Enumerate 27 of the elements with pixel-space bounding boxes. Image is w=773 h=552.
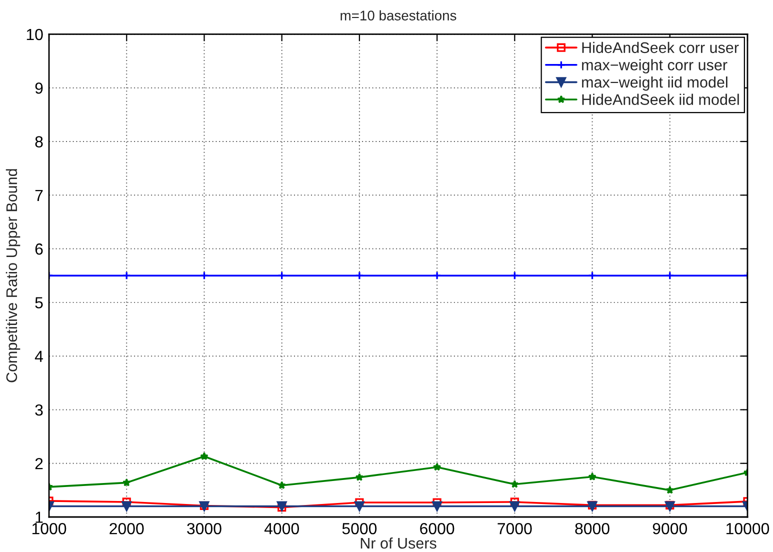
x-tick-label: 10000: [726, 522, 770, 534]
y-tick-label: 2: [35, 458, 43, 470]
x-axis-title: Nr of Users: [360, 537, 436, 549]
y-axis-title: Competitive Ratio Upper Bound: [6, 169, 20, 382]
legend-label: max−weight corr user: [582, 59, 728, 74]
legend-label: HideAndSeek iid model: [582, 94, 739, 105]
x-tick-label: 6000: [420, 522, 454, 534]
y-tick-label: 5: [35, 297, 43, 308]
legend-label: HideAndSeek corr user: [582, 42, 739, 54]
y-tick-label: 4: [34, 350, 43, 362]
y-tick-label: 1: [36, 512, 43, 523]
y-tick-label: 9: [35, 82, 43, 94]
x-tick-label: 3000: [187, 522, 222, 534]
x-tick-label: 5000: [342, 522, 377, 534]
y-tick-label: 7: [35, 190, 43, 201]
y-tick-label: 3: [35, 404, 43, 416]
chart-title: m=10 basestations: [340, 10, 456, 20]
legend-label: max−weight iid model: [582, 76, 728, 91]
x-tick-label: 2000: [110, 522, 144, 534]
y-tick-label: 8: [35, 136, 43, 148]
x-tick-label: 1000: [32, 522, 66, 534]
x-tick-label: 9000: [652, 522, 688, 534]
x-tick-label: 8000: [575, 522, 610, 534]
y-tick-label: 6: [35, 243, 43, 255]
y-tick-label: 10: [26, 28, 43, 40]
x-tick-label: 7000: [498, 522, 532, 534]
x-tick-label: 4000: [264, 522, 299, 534]
